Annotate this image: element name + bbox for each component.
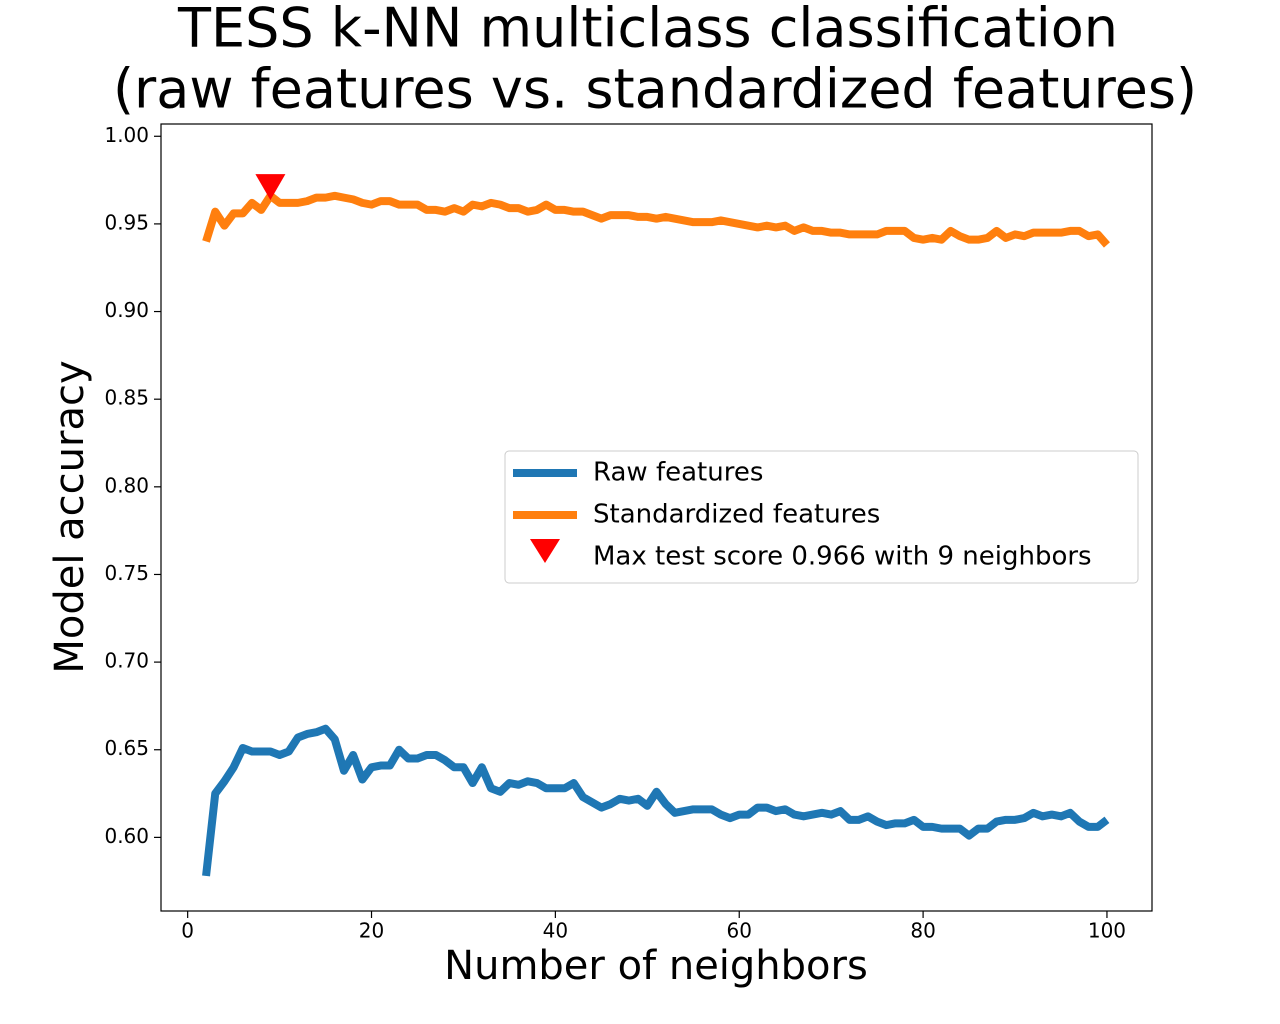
x-tick-label: 100: [1088, 919, 1126, 943]
x-tick-label: 60: [727, 919, 752, 943]
legend-label: Max test score 0.966 with 9 neighbors: [593, 542, 1092, 572]
x-axis-label: Number of neighbors: [444, 943, 868, 989]
y-tick-label: 0.90: [104, 298, 149, 322]
y-tick-label: 0.65: [104, 736, 149, 760]
max-marker: [255, 174, 286, 201]
x-tick-label: 80: [910, 919, 935, 943]
y-tick-label: 1.00: [104, 123, 149, 147]
y-tick-label: 0.95: [104, 210, 149, 234]
legend-marker: [530, 539, 560, 563]
y-tick-label: 0.85: [104, 386, 149, 410]
chart-title: (raw features vs. standardized features): [113, 58, 1197, 121]
legend-label: Standardized features: [593, 500, 880, 530]
legend-box: [504, 450, 1139, 584]
x-tick-label: 40: [543, 919, 568, 943]
y-tick-label: 0.80: [104, 473, 149, 497]
y-tick-label: 0.60: [104, 824, 149, 848]
plot-frame: [160, 123, 1153, 912]
x-tick-label: 20: [359, 919, 384, 943]
x-tick-label: 0: [181, 919, 194, 943]
y-tick-label: 0.70: [104, 649, 149, 673]
chart-title: TESS k-NN multiclass classification: [177, 0, 1118, 60]
data-line: [202, 724, 1110, 877]
y-axis-label: Model accuracy: [47, 360, 93, 673]
legend-label: Raw features: [593, 458, 763, 488]
y-tick-label: 0.75: [104, 561, 149, 585]
data-line: [202, 191, 1110, 248]
